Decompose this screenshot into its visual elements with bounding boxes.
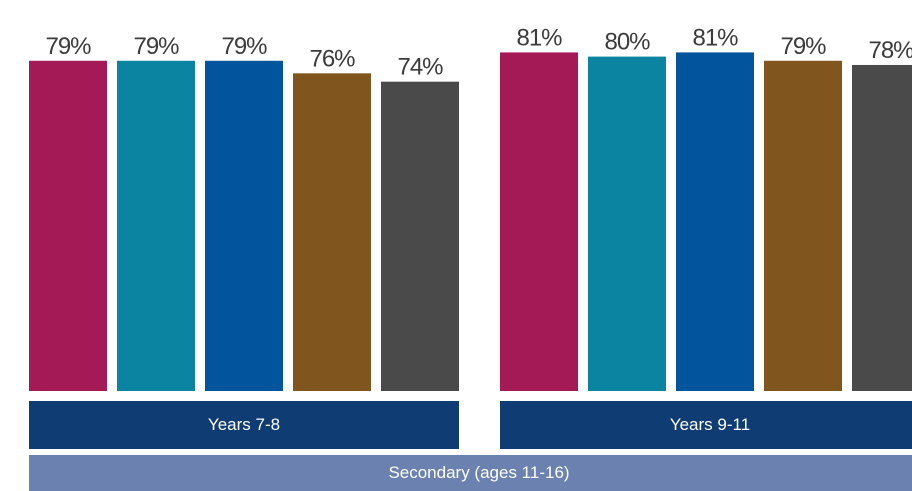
group-label-years-9-11: Years 9-11 — [500, 401, 912, 449]
bar-value-label: 79% — [45, 33, 91, 60]
bar-value-label: 80% — [604, 29, 650, 56]
bar-value-label: 79% — [780, 33, 826, 60]
super-group-label-text: Secondary (ages 11-16) — [388, 463, 570, 482]
bar-2-5 — [852, 64, 912, 392]
bar-value-label: 78% — [868, 37, 912, 64]
group-label-years-7-8: Years 7-8 — [29, 401, 459, 449]
bar-2-1 — [500, 52, 578, 392]
group-label-text: Years 7-8 — [207, 415, 281, 434]
bar-1-4 — [293, 73, 371, 391]
super-group-label: Secondary (ages 11-16) — [29, 455, 912, 491]
bar-value-label: 76% — [309, 45, 355, 72]
bar-chart: 79% 79% 79% 76% 74% 81% 80% 81% 79% 78% — [29, 24, 912, 392]
bar-2-2 — [588, 56, 666, 391]
bar-1-5 — [381, 81, 459, 392]
bar-1-2 — [117, 60, 195, 391]
bar-value-label: 79% — [133, 33, 179, 60]
bar-1-3 — [205, 60, 283, 391]
bar-value-label: 74% — [397, 54, 443, 81]
bar-value-label: 81% — [516, 24, 562, 51]
bar-value-label: 81% — [692, 24, 738, 51]
bar-2-4 — [764, 60, 842, 391]
group-label-text: Years 9-11 — [669, 415, 751, 434]
bar-value-label: 79% — [221, 33, 267, 60]
bar-2-3 — [676, 52, 754, 392]
bar-1-1 — [29, 60, 107, 391]
